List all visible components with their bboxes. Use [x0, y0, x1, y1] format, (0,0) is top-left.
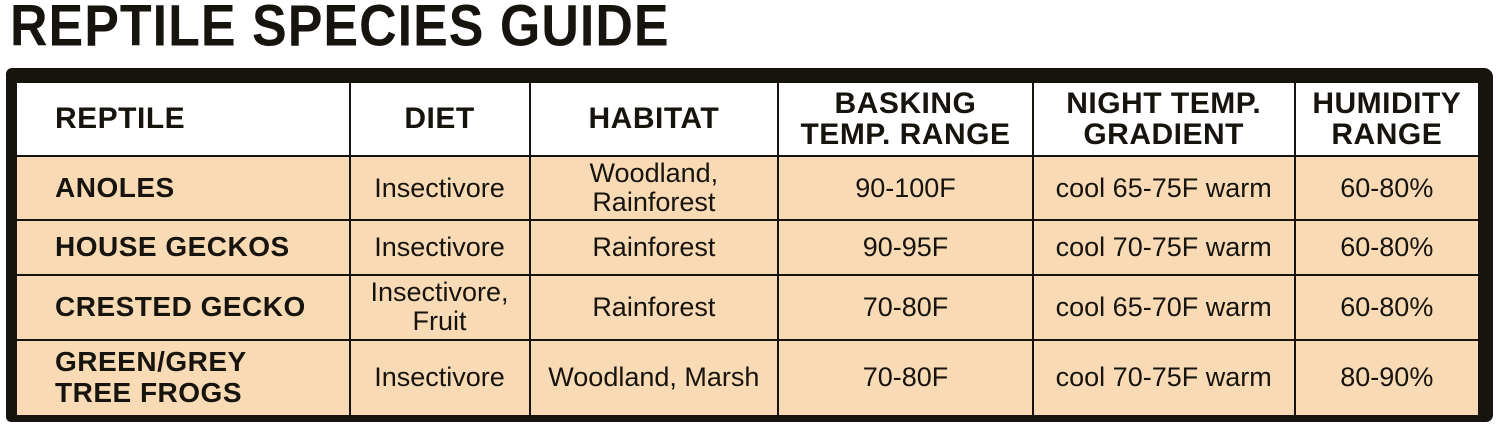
species-table-frame: REPTILE DIET HABITAT BASKING TEMP. RANGE… — [6, 68, 1493, 422]
cell-house-geckos-name: HOUSE GECKOS — [15, 219, 351, 277]
header-row: REPTILE DIET HABITAT BASKING TEMP. RANGE… — [15, 81, 1481, 157]
cell-anoles-diet: Insectivore — [348, 154, 531, 222]
cell-tree-frogs-basking: 70-80F — [777, 338, 1034, 417]
column-header-diet: DIET — [348, 81, 531, 157]
cell-anoles-habitat: Woodland, Rainforest — [528, 154, 780, 222]
cell-crested-gecko-basking: 70-80F — [777, 274, 1034, 341]
cell-anoles-basking: 90-100F — [777, 154, 1034, 222]
cell-anoles-night: cool 65-75F warm — [1031, 154, 1296, 222]
cell-house-geckos-habitat: Rainforest — [528, 219, 780, 277]
cell-house-geckos-night: cool 70-75F warm — [1031, 219, 1296, 277]
cell-tree-frogs-habitat: Woodland, Marsh — [528, 338, 780, 417]
cell-tree-frogs-name: GREEN/GREY TREE FROGS — [15, 338, 351, 417]
species-table: REPTILE DIET HABITAT BASKING TEMP. RANGE… — [15, 81, 1481, 417]
cell-crested-gecko-humidity: 60-80% — [1293, 274, 1481, 341]
column-header-habitat: HABITAT — [528, 81, 780, 157]
cell-crested-gecko-night: cool 65-70F warm — [1031, 274, 1296, 341]
cell-tree-frogs-night: cool 70-75F warm — [1031, 338, 1296, 417]
column-header-humidity-range: HUMIDITY RANGE — [1293, 81, 1481, 157]
cell-anoles-name: ANOLES — [15, 154, 351, 222]
cell-tree-frogs-humidity: 80-90% — [1293, 338, 1481, 417]
cell-tree-frogs-diet: Insectivore — [348, 338, 531, 417]
table-row-tree-frogs: GREEN/GREY TREE FROGS Insectivore Woodla… — [15, 338, 1481, 417]
cell-crested-gecko-name: CRESTED GECKO — [15, 274, 351, 341]
table-row-house-geckos: HOUSE GECKOS Insectivore Rainforest 90-9… — [15, 219, 1481, 277]
cell-anoles-humidity: 60-80% — [1293, 154, 1481, 222]
column-header-reptile: REPTILE — [15, 81, 351, 157]
cell-crested-gecko-habitat: Rainforest — [528, 274, 780, 341]
cell-house-geckos-diet: Insectivore — [348, 219, 531, 277]
cell-house-geckos-basking: 90-95F — [777, 219, 1034, 277]
table-row-crested-gecko: CRESTED GECKO Insectivore, Fruit Rainfor… — [15, 274, 1481, 341]
cell-crested-gecko-diet: Insectivore, Fruit — [348, 274, 531, 341]
table-row-anoles: ANOLES Insectivore Woodland, Rainforest … — [15, 154, 1481, 222]
page-title: REPTILE SPECIES GUIDE — [10, 0, 670, 59]
cell-house-geckos-humidity: 60-80% — [1293, 219, 1481, 277]
column-header-night-temp-gradient: NIGHT TEMP. GRADIENT — [1031, 81, 1296, 157]
column-header-basking-temp-range: BASKING TEMP. RANGE — [777, 81, 1034, 157]
